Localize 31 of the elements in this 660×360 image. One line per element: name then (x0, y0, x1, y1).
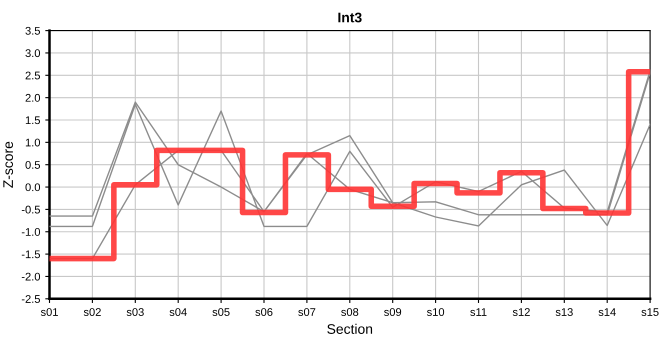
y-tick-label: 0.5 (25, 160, 40, 169)
chart-title: Int3 (338, 12, 362, 22)
y-tick-label: 1.0 (26, 138, 40, 146)
y-tick-label: -1.5 (22, 250, 40, 258)
x-tick-label: s01 (40, 308, 58, 316)
y-tick-label: 3.0 (25, 49, 40, 58)
x-tick-label: s15 (641, 308, 659, 316)
x-tick-label: s10 (426, 308, 444, 316)
y-axis-title: Z-score (3, 142, 14, 188)
y-tick-label: 1.5 (26, 116, 40, 124)
y-tick-label: -0.5 (22, 206, 40, 214)
x-tick-label: s09 (384, 308, 402, 316)
y-tick-label: 2.0 (26, 94, 40, 102)
x-tick-label: s12 (512, 308, 530, 316)
y-tick-label: -1.0 (22, 228, 40, 236)
y-tick-label: 2.5 (26, 72, 40, 80)
x-axis-title: Section (327, 324, 372, 334)
x-tick-label: s08 (341, 308, 358, 316)
x-tick-label: s14 (598, 308, 616, 316)
x-tick-label: s04 (170, 308, 187, 316)
y-tick-label: -2.0 (22, 272, 40, 281)
x-tick-label: s11 (470, 308, 487, 316)
x-tick-label: s05 (212, 308, 230, 316)
x-tick-label: s03 (126, 308, 144, 316)
x-tick-label: s07 (298, 308, 316, 316)
x-tick-label: s06 (255, 308, 272, 316)
x-tick-label: s02 (84, 308, 101, 316)
y-tick-label: 0.0 (25, 183, 40, 192)
x-tick-label: s13 (556, 308, 573, 316)
y-tick-label: 3.5 (25, 26, 40, 35)
y-tick-label: -2.5 (22, 295, 40, 303)
